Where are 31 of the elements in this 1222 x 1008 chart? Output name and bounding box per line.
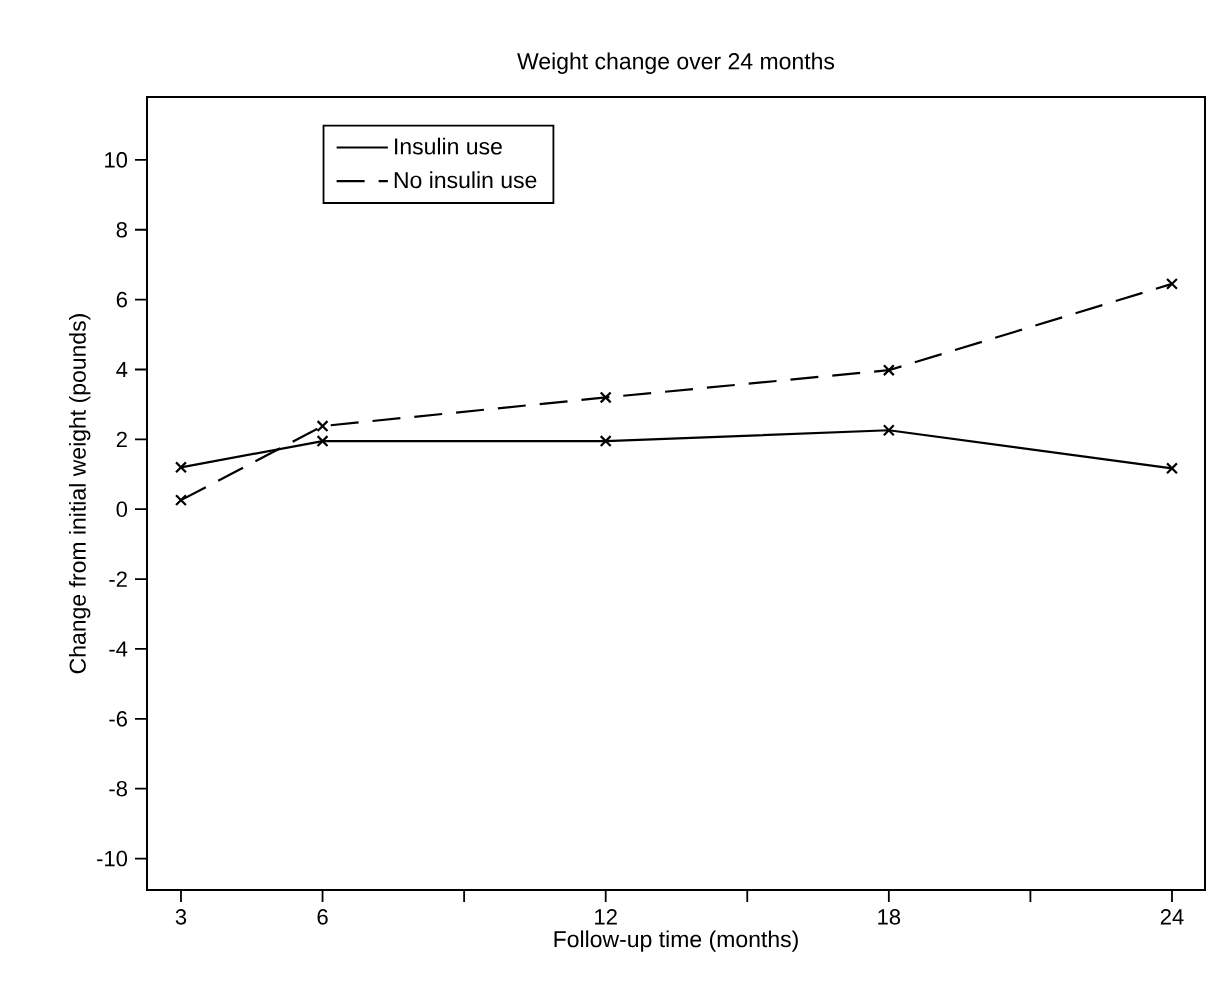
point <box>316 420 329 433</box>
y-tick-label: -2 <box>109 571 127 587</box>
y-tick-label: -10 <box>97 850 128 867</box>
point <box>599 435 612 448</box>
y-tick-label: 10 <box>105 152 128 168</box>
legend-label: Insulin use <box>395 137 502 155</box>
chart-title: Weight change over 24 months <box>517 52 835 74</box>
y-tick-label: 2 <box>116 431 127 448</box>
y-tick-label: 8 <box>116 221 127 238</box>
x-tick-label: 18 <box>878 909 901 925</box>
point <box>599 391 612 404</box>
x-tick-label: 3 <box>175 909 187 925</box>
y-tick-label: 4 <box>116 361 128 378</box>
point <box>1165 277 1179 290</box>
x-tick-label: 24 <box>1160 909 1184 925</box>
point <box>174 494 188 507</box>
point <box>882 364 895 377</box>
y-tick-label: -8 <box>109 780 127 797</box>
point <box>174 461 188 474</box>
x-axis-title: Follow-up time (months) <box>554 930 798 952</box>
legend-label: No insulin use <box>394 171 537 189</box>
point <box>1165 462 1179 475</box>
y-tick-label: -6 <box>109 711 127 727</box>
y-axis-title: Change from initial weight (pounds) <box>68 314 91 674</box>
x-tick-label: 12 <box>595 909 617 925</box>
y-tick-label: 0 <box>116 501 128 518</box>
y-tick-label: -4 <box>109 641 128 657</box>
x-tick-label: 6 <box>317 909 328 925</box>
point <box>316 435 329 448</box>
point <box>882 424 895 437</box>
y-tick-label: 6 <box>116 291 127 308</box>
